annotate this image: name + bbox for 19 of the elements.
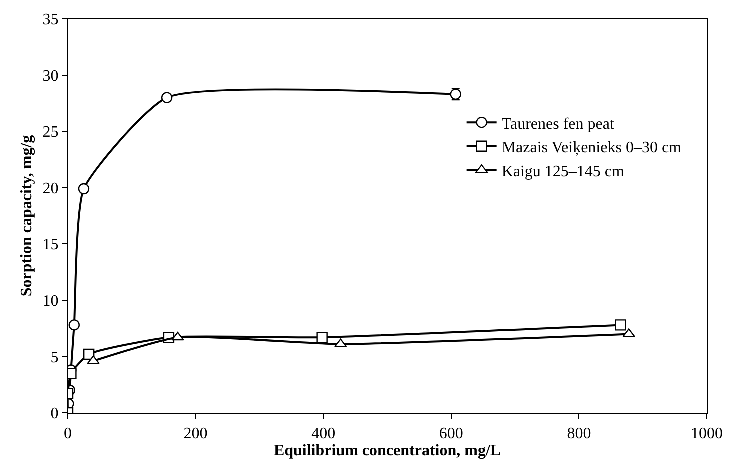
y-tick-label: 15	[42, 236, 59, 254]
legend-label: Mazais Veiķenieks 0–30 cm	[502, 140, 682, 157]
y-tick-label: 25	[42, 124, 59, 142]
y-tick-label: 5	[50, 349, 59, 366]
x-axis-title: Equilibrium concentration, mg/L	[274, 442, 502, 460]
y-axis-title: Sorption capacity, mg/g	[18, 135, 36, 297]
y-tick-label: 0	[50, 406, 59, 423]
x-tick-label: 200	[184, 425, 208, 442]
x-tick-label: 400	[312, 425, 336, 442]
x-tick-label: 600	[439, 425, 464, 442]
legend-label: Kaigu 125–145 cm	[502, 163, 626, 180]
y-tick-label: 20	[42, 180, 59, 198]
x-tick-label: 1000	[691, 425, 723, 442]
y-tick-label: 10	[42, 293, 59, 310]
y-tick-label: 30	[42, 68, 59, 85]
y-tick-label: 35	[42, 12, 59, 29]
x-tick-label: 800	[567, 425, 592, 442]
x-tick-label: 0	[64, 425, 72, 442]
legend-label: Taurenes fen peat	[502, 116, 615, 133]
